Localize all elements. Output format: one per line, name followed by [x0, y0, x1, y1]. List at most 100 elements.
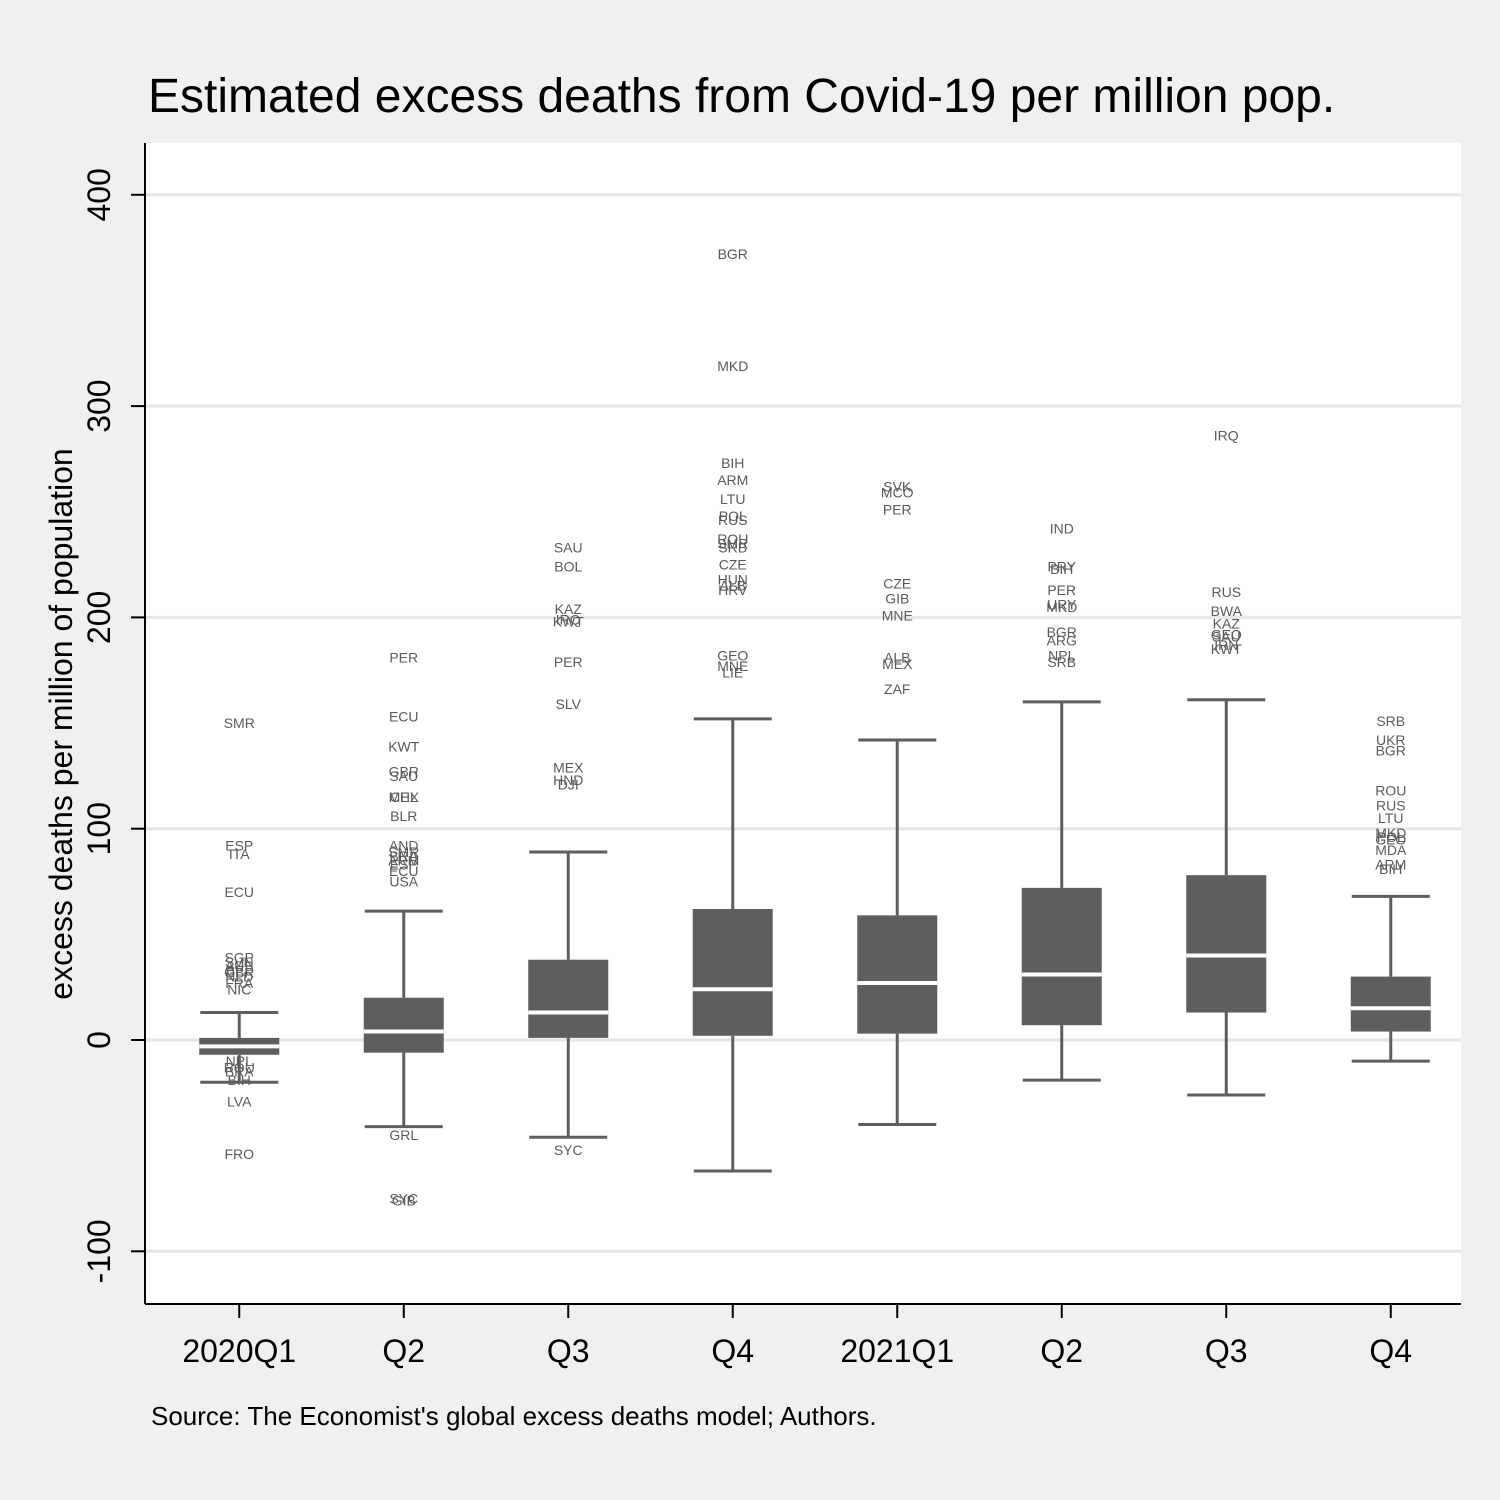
- outlier-label: MKD: [717, 358, 748, 374]
- box-group: [363, 909, 444, 1129]
- outlier-label: KWT: [1211, 641, 1243, 657]
- outlier-label: NLD: [225, 969, 253, 985]
- outlier-label: MCO: [881, 485, 914, 501]
- boxes: [199, 698, 1431, 1173]
- outlier-label: FRA: [225, 975, 254, 991]
- outlier-label: GEO: [1375, 831, 1406, 847]
- outlier-label: IRN: [1214, 637, 1238, 653]
- chart-title: Estimated excess deaths from Covid-19 pe…: [148, 70, 1335, 123]
- outlier-label: KWT: [388, 738, 420, 754]
- x-tick-label: Q2: [1040, 1333, 1083, 1369]
- outlier-label: SAU: [389, 768, 418, 784]
- outlier-label: PER: [883, 502, 912, 518]
- outlier-label: BGR: [1376, 743, 1406, 759]
- outlier-label: PRY: [1047, 559, 1076, 575]
- outlier-label: RUS: [718, 512, 748, 528]
- outlier-label: MKD: [1046, 599, 1077, 615]
- y-tick-label: 100: [81, 802, 117, 855]
- y-tick-label: 300: [81, 379, 117, 432]
- plot-area: [145, 143, 1461, 1304]
- outlier-label: CZE: [719, 557, 747, 573]
- outlier-labels: SMRESPITAECUSGPSVNAUSBELGBRNLDFRANICNPLR…: [224, 246, 1407, 1209]
- outlier-label: NPL: [1048, 647, 1075, 663]
- outlier-label: IRQ: [556, 612, 581, 628]
- outlier-label: NIC: [227, 981, 251, 997]
- outlier-label: UKR: [1376, 732, 1406, 748]
- outlier-label: ESP: [225, 838, 253, 854]
- outlier-label: GEO: [717, 647, 748, 663]
- box-group: [1350, 894, 1431, 1063]
- outlier-label: BLR: [390, 808, 417, 824]
- outlier-label: ROU: [224, 1059, 255, 1075]
- outlier-label: MKD: [1375, 825, 1406, 841]
- outlier-label: SRB: [1376, 713, 1405, 729]
- outlier-label: AUS: [225, 958, 254, 974]
- outlier-label: BRA: [389, 848, 418, 864]
- outlier-label: SGP: [224, 950, 254, 966]
- outlier-label: URY: [1047, 597, 1077, 613]
- box-group: [528, 850, 609, 1139]
- x-tick-label: Q4: [711, 1333, 754, 1369]
- outlier-label: GRL: [389, 1127, 418, 1143]
- outlier-label: LIE: [722, 664, 743, 680]
- outlier-label: MEX: [553, 759, 584, 775]
- y-tick-label: -100: [81, 1219, 117, 1283]
- outlier-label: ZAF: [884, 681, 910, 697]
- outlier-label: ROU: [717, 531, 748, 547]
- outlier-label: SYC: [554, 1142, 583, 1158]
- outlier-label: NPL: [226, 1053, 253, 1069]
- outlier-label: IND: [1050, 521, 1074, 537]
- outlier-label: SYC: [389, 1190, 418, 1206]
- x-tick-label: 2021Q1: [840, 1333, 954, 1369]
- outlier-label: SVK: [883, 478, 912, 494]
- box-group: [692, 717, 773, 1173]
- y-tick-label: 400: [81, 168, 117, 221]
- y-axis-label: excess deaths per million of population: [43, 448, 79, 999]
- iqr-box: [692, 908, 773, 1036]
- outlier-label: SRB: [1047, 654, 1076, 670]
- outlier-label: LTU: [1378, 810, 1403, 826]
- outlier-label: FRO: [224, 1146, 254, 1162]
- outlier-label: GIB: [392, 1193, 416, 1209]
- outlier-label: ALB: [720, 578, 746, 594]
- outlier-label: MEX: [882, 656, 913, 672]
- outlier-label: POL: [1377, 829, 1405, 845]
- outlier-label: IRQ: [1214, 428, 1239, 444]
- outlier-label: BIH: [721, 455, 744, 471]
- box-group: [1021, 700, 1102, 1082]
- iqr-box: [857, 915, 938, 1034]
- outlier-label: MEX: [389, 789, 420, 805]
- outlier-label: BOL: [554, 559, 582, 575]
- outlier-label: GBR: [389, 764, 419, 780]
- outlier-label: LTU: [720, 491, 745, 507]
- outlier-label: SVN: [225, 954, 254, 970]
- x-tick-label: Q4: [1369, 1333, 1412, 1369]
- outlier-label: ECU: [224, 884, 254, 900]
- outlier-label: SMR: [388, 844, 419, 860]
- outlier-label: HUN: [718, 571, 748, 587]
- y-tick-label: 0: [81, 1031, 117, 1049]
- outlier-label: BIH: [1379, 861, 1402, 877]
- outlier-label: ESP: [390, 857, 418, 873]
- outlier-label: ITA: [229, 846, 250, 862]
- outlier-label: SLV: [556, 696, 582, 712]
- iqr-box: [1021, 887, 1102, 1026]
- outlier-label: ECU: [389, 709, 419, 725]
- outlier-label: MDA: [1375, 842, 1407, 858]
- outlier-label: PER: [389, 650, 418, 666]
- outlier-label: PER: [1047, 582, 1076, 598]
- outlier-label: POL: [719, 508, 747, 524]
- outlier-label: ARM: [1375, 857, 1406, 873]
- x-tick-label: Q2: [382, 1333, 425, 1369]
- outlier-label: BEL: [226, 962, 253, 978]
- outlier-label: SAU: [1212, 628, 1241, 644]
- outlier-label: ARM: [717, 472, 748, 488]
- outlier-label: RUS: [1211, 584, 1241, 600]
- outlier-label: AND: [389, 838, 419, 854]
- outlier-label: ROU: [1375, 783, 1406, 799]
- outlier-label: ARM: [388, 852, 419, 868]
- iqr-box: [528, 959, 609, 1038]
- outlier-label: BGR: [718, 246, 748, 262]
- outlier-label: MNE: [717, 658, 748, 674]
